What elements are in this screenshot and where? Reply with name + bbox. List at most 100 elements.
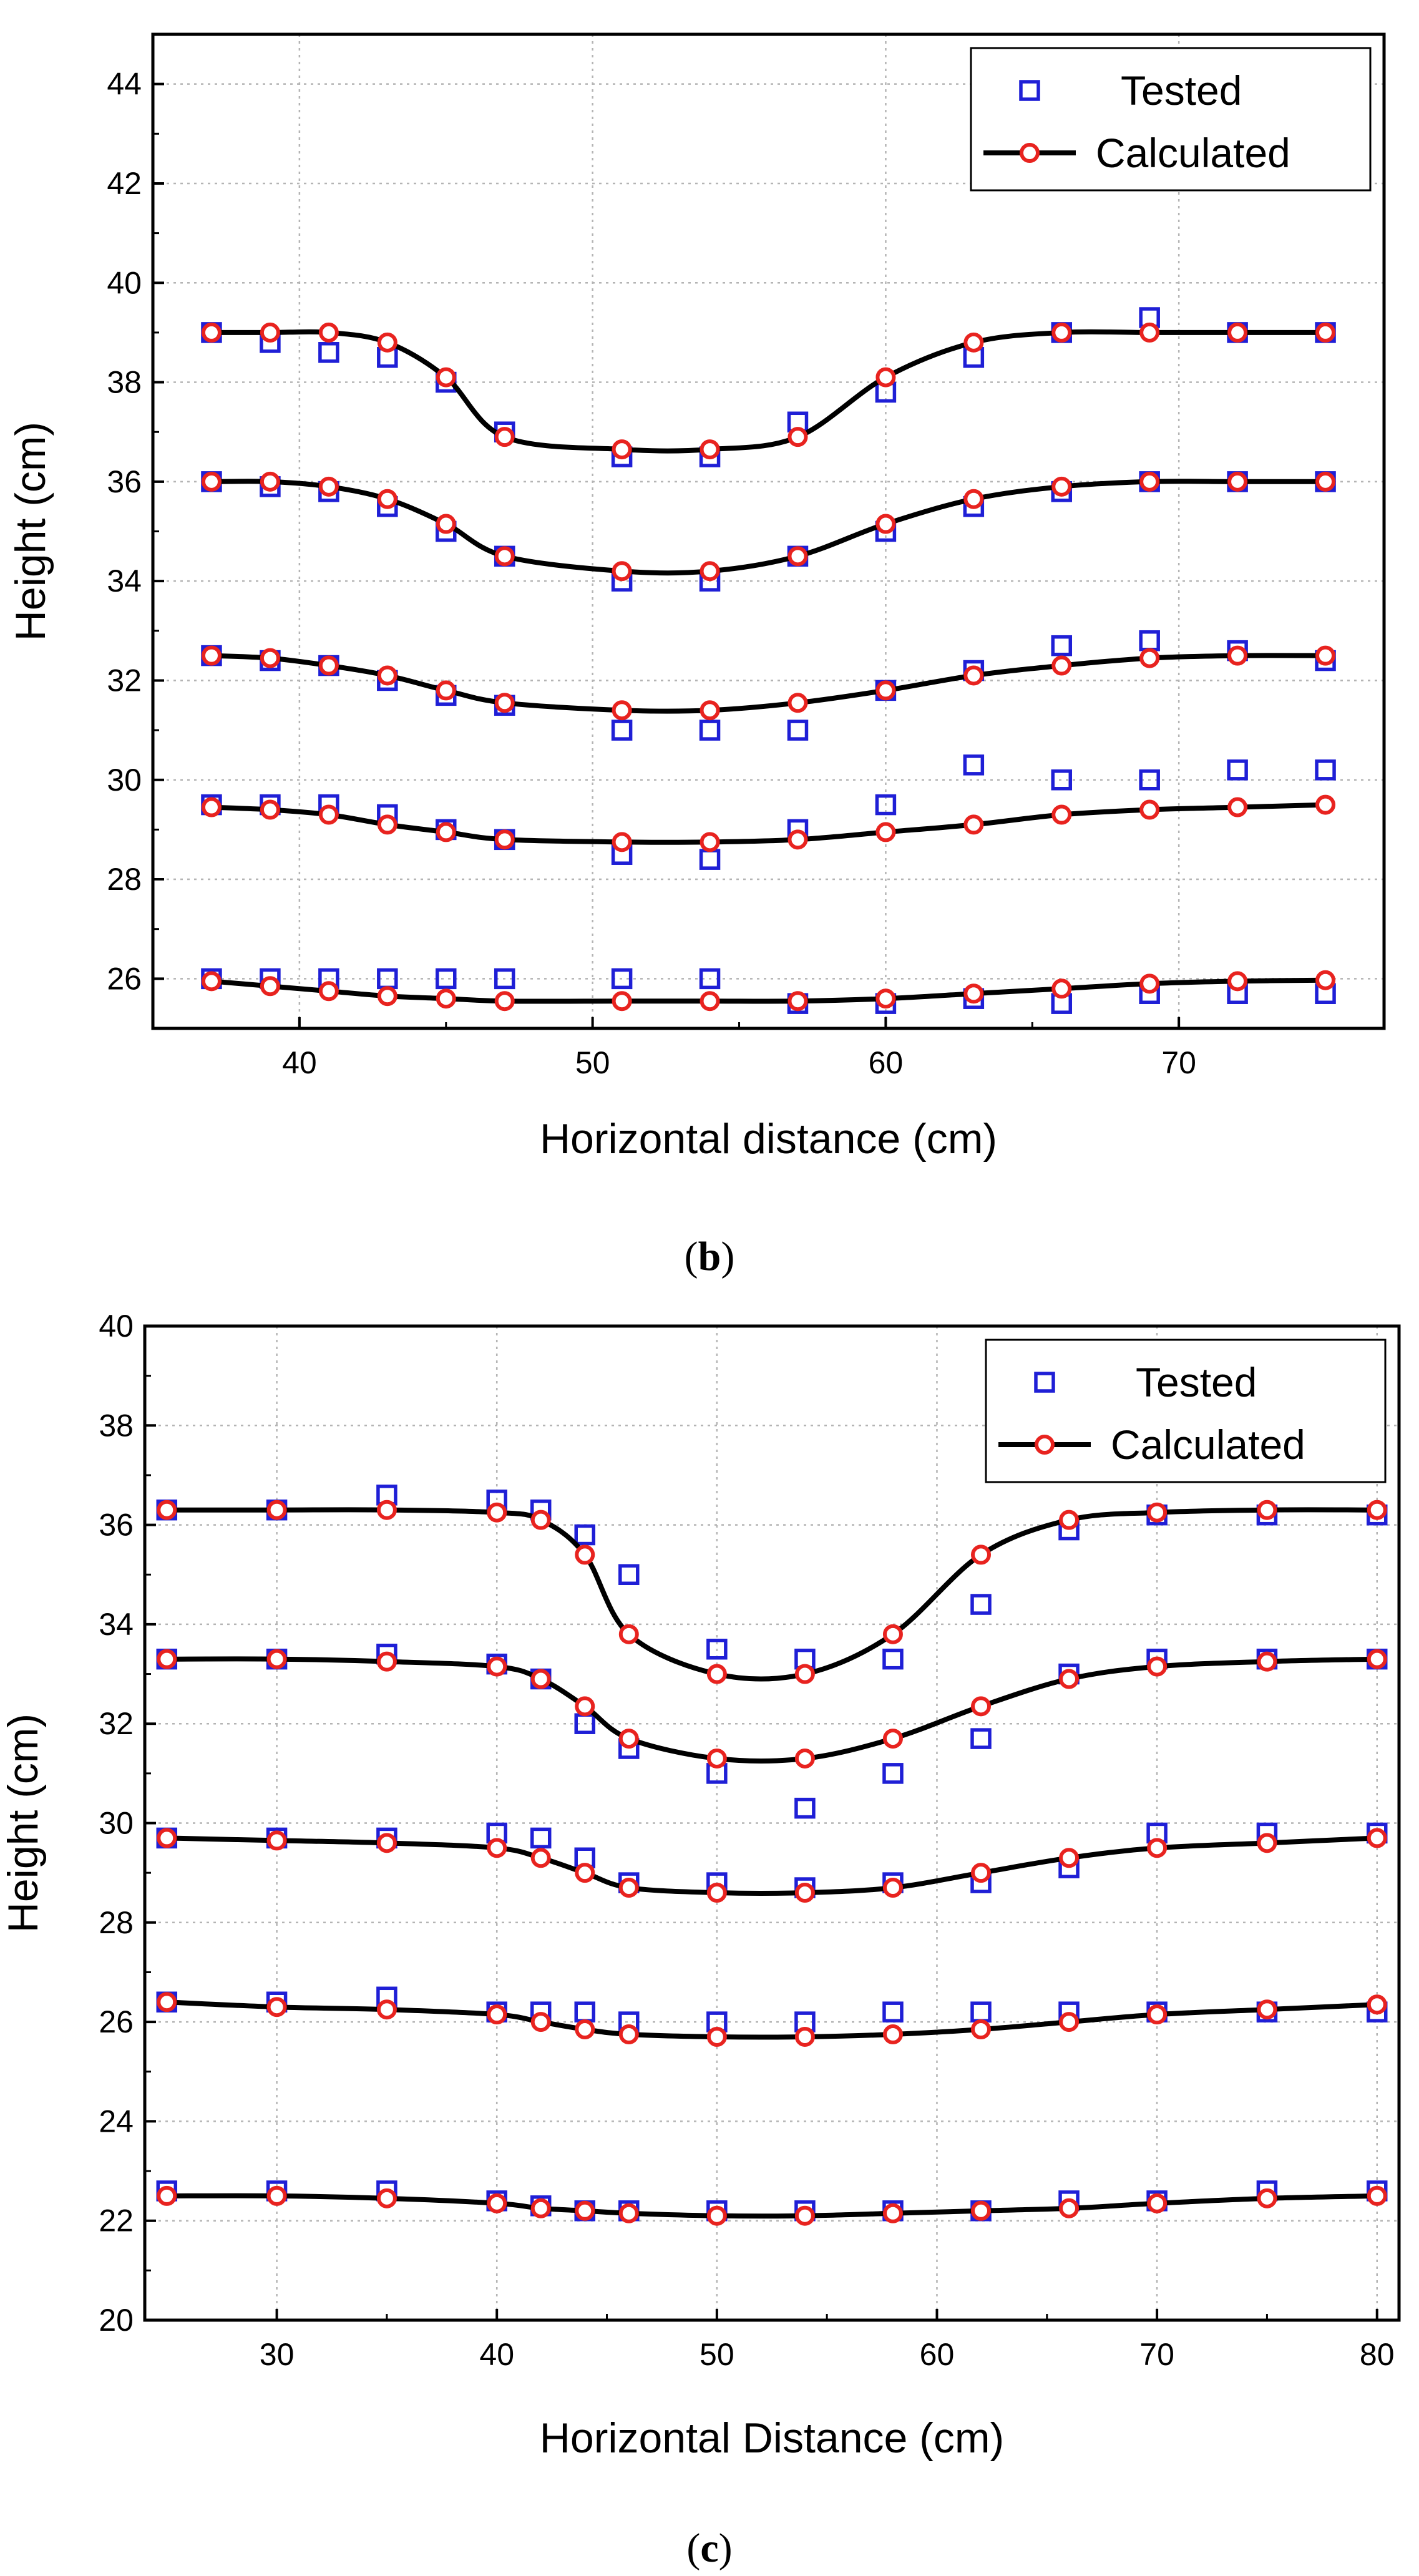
calculated-point xyxy=(788,427,808,447)
calculated-point xyxy=(794,1664,815,1684)
calculated-point xyxy=(575,1544,595,1565)
calculated-point xyxy=(700,700,720,721)
tested-point xyxy=(970,1594,992,1615)
plot-area xyxy=(201,307,1336,1014)
calculated-point xyxy=(530,2198,551,2218)
calculated-point xyxy=(1315,645,1336,666)
calculated-point xyxy=(971,1696,991,1717)
y-tick-label: 20 xyxy=(99,2303,134,2338)
calculated-point xyxy=(436,680,456,701)
tested-point xyxy=(611,968,633,990)
calculated-point xyxy=(1227,971,1248,992)
calculated-point xyxy=(1227,322,1248,343)
calculated-point xyxy=(963,332,984,353)
calculated-point xyxy=(612,700,632,721)
x-tick-label: 60 xyxy=(920,2337,955,2372)
calculated-point xyxy=(318,655,339,676)
calculated-point xyxy=(612,832,632,852)
calculated-point xyxy=(618,1878,639,1898)
calculated-point xyxy=(530,2012,551,2032)
calculated-point xyxy=(963,489,984,509)
x-tick-label: 30 xyxy=(260,2337,295,2372)
calculated-point xyxy=(882,1878,903,1898)
tested-point xyxy=(882,2001,904,2022)
calculated-point xyxy=(575,2200,595,2221)
calculated-point xyxy=(1147,1838,1168,1858)
calculated-point xyxy=(1147,1502,1168,1523)
calculated-point xyxy=(1139,322,1160,343)
calculated-point xyxy=(1257,1651,1277,1672)
calculated-point xyxy=(266,1997,287,2017)
calculated-point xyxy=(318,476,339,497)
tested-point xyxy=(1139,769,1160,791)
calculated-point xyxy=(1257,2188,1277,2208)
calculated-point xyxy=(612,991,632,1012)
y-tick-label: 26 xyxy=(99,2004,134,2039)
calculated-point xyxy=(1227,645,1248,666)
calculated-point xyxy=(260,799,280,820)
tested-point xyxy=(882,1648,904,1670)
plot-frame xyxy=(151,32,1386,1030)
calculated-point xyxy=(494,427,515,447)
calculated-point xyxy=(376,2188,397,2208)
calculated-point xyxy=(1315,970,1336,990)
calculated-point xyxy=(530,1510,551,1530)
calculated-point xyxy=(1367,1828,1387,1848)
calculated-point xyxy=(875,367,896,388)
legend-tested-label: Tested xyxy=(1121,67,1242,114)
x-tick-label: 70 xyxy=(1139,2337,1174,2372)
calculated-point xyxy=(971,2200,991,2221)
calculated-point xyxy=(706,1664,727,1684)
calculated-point xyxy=(1315,471,1336,492)
tested-point xyxy=(706,1638,728,1660)
tested-point xyxy=(699,849,721,870)
calculated-point xyxy=(377,665,397,686)
y-tick-label: 40 xyxy=(107,265,142,300)
calculated-point xyxy=(706,2026,727,2047)
calculated-curve xyxy=(167,1835,1377,1896)
calculated-point xyxy=(1315,794,1336,815)
calculated-point xyxy=(436,988,456,1009)
calculated-point xyxy=(260,471,280,492)
calculated-curve xyxy=(211,802,1326,845)
calculated-point xyxy=(706,1883,727,1903)
calculated-point xyxy=(882,2203,903,2223)
tested-point xyxy=(494,968,515,990)
calculated-point xyxy=(157,2185,177,2206)
caption-close: ) xyxy=(721,1234,734,1279)
calculated-point xyxy=(376,1999,397,2020)
calculated-point xyxy=(436,367,456,388)
calculated-point xyxy=(318,322,339,343)
calculated-point xyxy=(794,1883,815,1903)
x-axis-title: Horizontal Distance (cm) xyxy=(540,2414,1004,2462)
tested-point xyxy=(1315,759,1336,781)
calculated-point xyxy=(1139,648,1160,668)
calculated-point xyxy=(157,1649,177,1669)
y-tick-label: 28 xyxy=(107,862,142,897)
calculated-curve xyxy=(211,977,1326,1004)
calculated-point xyxy=(377,332,397,353)
x-axis-title: Horizontal distance (cm) xyxy=(540,1115,997,1163)
x-tick-label: 70 xyxy=(1161,1045,1196,1080)
y-tick-label: 38 xyxy=(99,1408,134,1443)
tested-point xyxy=(530,1827,552,1849)
calculated-point xyxy=(318,804,339,825)
calculated-curve xyxy=(211,329,1325,454)
calculated-point xyxy=(788,546,808,567)
tested-point xyxy=(436,968,457,990)
calculated-point xyxy=(1139,471,1160,492)
legend-calculated-label: Calculated xyxy=(1111,1422,1305,1468)
legend-calculated-marker xyxy=(1035,1435,1055,1455)
calculated-point xyxy=(1367,1649,1387,1669)
y-axis-title: Height (cm) xyxy=(0,1714,47,1933)
y-tick-label: 30 xyxy=(107,763,142,798)
plot-frame xyxy=(143,1324,1401,2322)
calculated-point xyxy=(963,665,984,686)
caption-open: ( xyxy=(685,1234,698,1279)
tested-point xyxy=(882,1763,904,1784)
calculated-curve xyxy=(167,2193,1377,2219)
calculated-point xyxy=(1059,2198,1080,2218)
calculated-point xyxy=(706,1748,727,1769)
axis-ticks: 40 50 60 70 26 28 30 32 34 36 38 40 42 44 xyxy=(107,67,1196,1080)
tested-point xyxy=(875,794,897,816)
